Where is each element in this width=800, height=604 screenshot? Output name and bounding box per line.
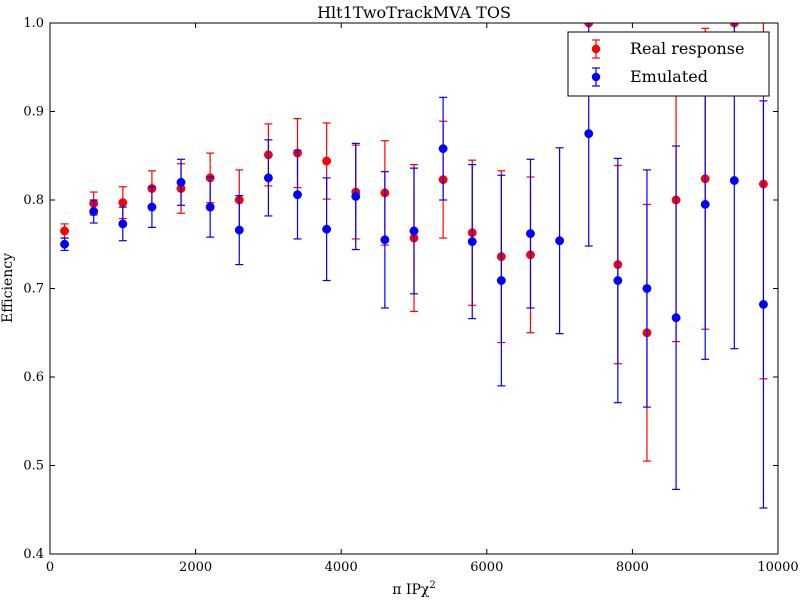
data-point — [147, 202, 157, 212]
x-axis-label-main: π IPχ — [392, 582, 430, 598]
data-point — [60, 226, 70, 236]
x-tick-label: 2000 — [179, 560, 212, 575]
x-tick-label: 4000 — [325, 560, 358, 575]
data-point — [758, 299, 768, 309]
series-layer — [60, 23, 768, 509]
chart-title: Hlt1TwoTrackMVA TOS — [317, 3, 511, 22]
data-point — [642, 284, 652, 293]
series-emulated — [60, 23, 768, 509]
legend: Real response Emulated — [567, 31, 770, 97]
data-point — [496, 276, 506, 285]
data-point — [322, 156, 332, 166]
legend-label: Emulated — [630, 67, 708, 86]
data-point — [89, 207, 99, 216]
y-tick-label: 0.5 — [23, 459, 44, 474]
data-point — [351, 192, 361, 201]
data-point — [263, 173, 273, 183]
data-point — [584, 129, 594, 139]
data-point — [671, 313, 681, 323]
x-tick-label: 6000 — [470, 560, 503, 575]
data-point — [234, 225, 244, 235]
data-point — [176, 177, 186, 187]
ticks-layer — [49, 22, 779, 555]
data-point — [293, 190, 302, 200]
legend-label: Real response — [630, 39, 744, 58]
y-tick-label: 0.9 — [23, 105, 44, 120]
y-tick-label: 0.6 — [23, 370, 44, 385]
legend-marker — [591, 72, 601, 82]
data-point — [205, 202, 215, 212]
x-tick-label: 10000 — [757, 560, 798, 575]
x-tick-label: 0 — [46, 560, 54, 575]
data-point — [555, 236, 565, 246]
y-tick-label: 1.0 — [23, 16, 44, 31]
legend-box — [567, 31, 770, 97]
data-point — [380, 235, 390, 245]
x-tick-label: 8000 — [616, 560, 649, 575]
y-tick-label: 0.8 — [23, 193, 44, 208]
y-tick-label: 0.4 — [23, 547, 44, 562]
data-point — [118, 219, 128, 229]
data-point — [467, 237, 477, 247]
data-point — [613, 276, 623, 285]
x-axis-label-superscript: 2 — [429, 580, 435, 591]
y-tick-label: 0.7 — [23, 282, 44, 297]
y-axis-label: Efficiency — [0, 253, 16, 323]
data-point — [60, 239, 70, 249]
tick-labels-layer: 0 2000 4000 6000 8000 10000 0.4 0.5 0.6 0.7 0.8 0.9… — [23, 16, 798, 575]
data-point — [409, 226, 419, 236]
data-point — [729, 176, 739, 185]
data-point — [322, 224, 332, 234]
data-point — [526, 229, 535, 239]
data-point — [438, 144, 448, 154]
x-axis-label: π IPχ2 — [392, 580, 435, 598]
data-point — [700, 199, 710, 209]
data-point — [118, 198, 128, 208]
legend-marker — [591, 44, 601, 54]
